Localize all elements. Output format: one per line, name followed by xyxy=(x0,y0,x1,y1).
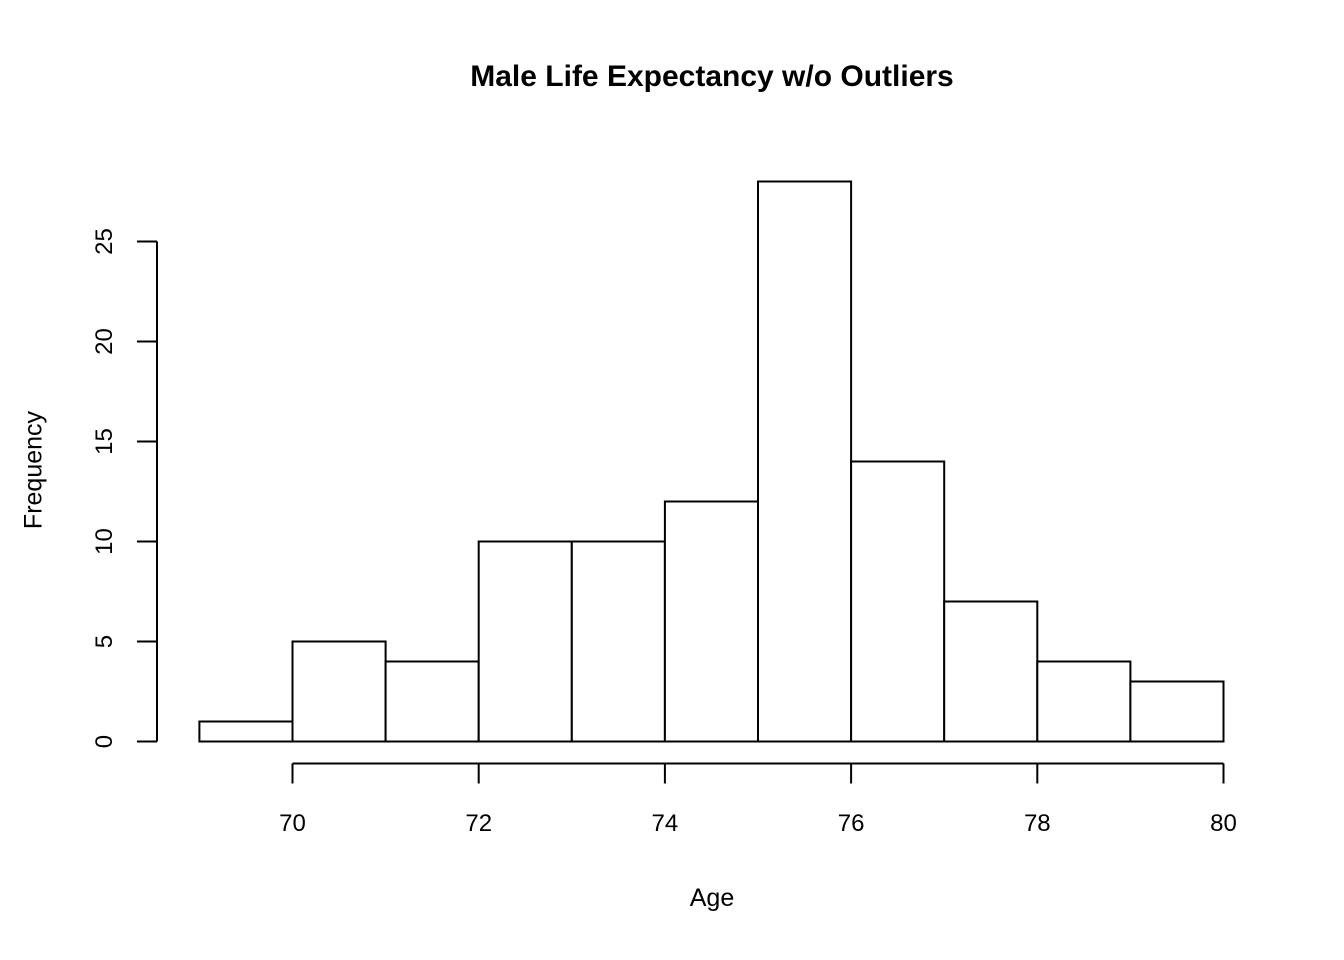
histogram-bar xyxy=(1036,660,1132,743)
histogram-bar xyxy=(757,180,853,743)
histogram-bar xyxy=(384,660,480,743)
y-tick-label: 20 xyxy=(91,328,118,355)
histogram-bar xyxy=(663,500,760,743)
x-tick-label: 74 xyxy=(652,810,679,837)
histogram-bar xyxy=(291,640,387,743)
x-tick-label: 72 xyxy=(465,810,492,837)
y-tick-label: 10 xyxy=(91,528,118,555)
histogram-bar xyxy=(477,540,573,743)
y-tick-label: 0 xyxy=(91,735,118,748)
x-axis-label: Age xyxy=(689,884,735,912)
y-tick-label: 15 xyxy=(91,428,118,455)
histogram-bar xyxy=(850,460,946,743)
histogram-bar xyxy=(1129,680,1225,743)
histogram-bar xyxy=(943,600,1039,743)
y-tick-label: 5 xyxy=(91,635,118,648)
histogram-bar xyxy=(198,720,294,743)
x-tick-label: 78 xyxy=(1024,810,1051,837)
histogram-bar xyxy=(570,540,666,743)
x-tick-label: 76 xyxy=(838,810,865,837)
chart-title: Male Life Expectancy w/o Outliers xyxy=(470,60,954,93)
x-tick-label: 70 xyxy=(279,810,306,837)
x-tick-label: 80 xyxy=(1210,810,1237,837)
y-tick-label: 25 xyxy=(91,228,118,255)
